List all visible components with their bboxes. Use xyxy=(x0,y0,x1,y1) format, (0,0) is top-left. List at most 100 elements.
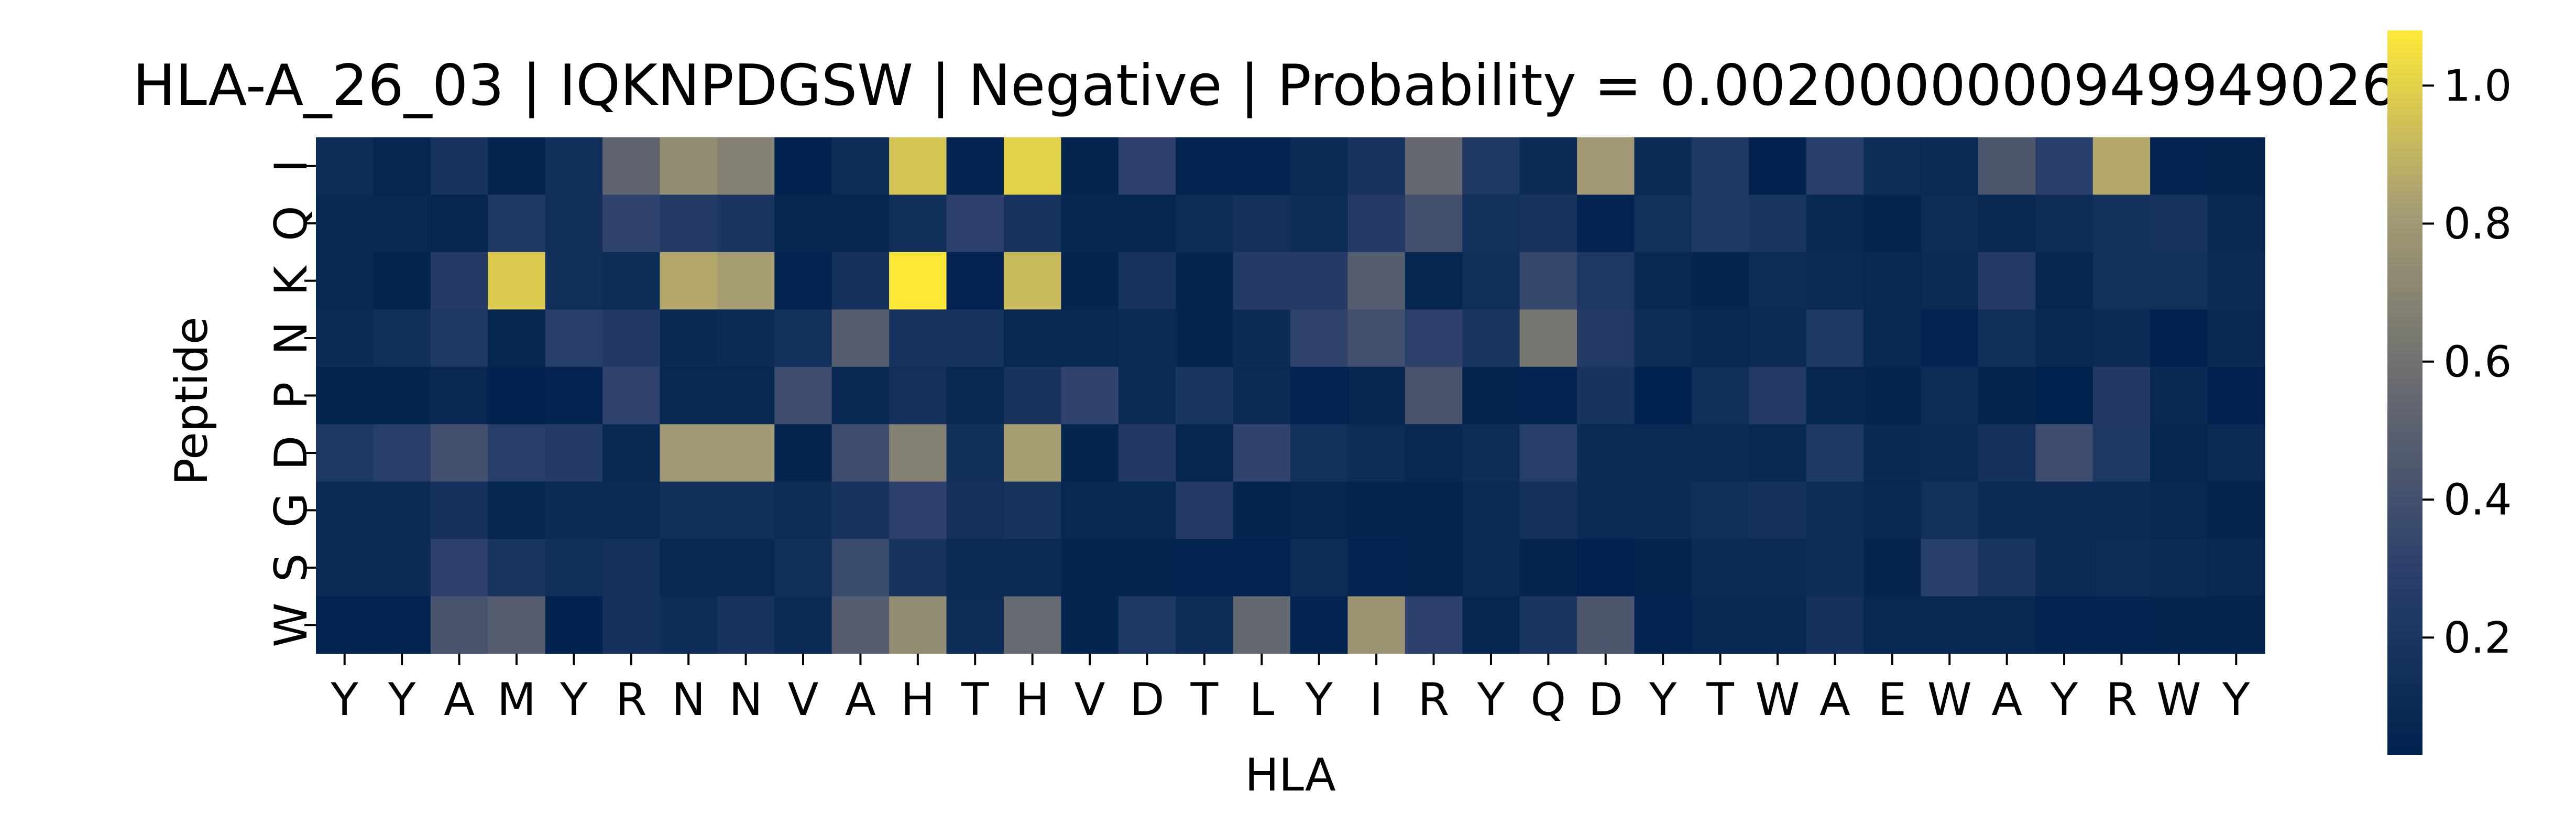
heatmap-cell xyxy=(2092,539,2151,597)
heatmap-cell xyxy=(1176,539,1234,597)
heatmap-cell xyxy=(1118,596,1176,654)
x-tick-label: H xyxy=(901,674,935,726)
heatmap-cell xyxy=(2035,137,2093,196)
x-tick-label: N xyxy=(672,674,705,726)
heatmap-cell xyxy=(1978,194,2036,253)
heatmap-cell xyxy=(316,366,374,425)
heatmap-cell xyxy=(774,309,832,367)
heatmap-cell xyxy=(1462,366,1520,425)
heatmap-cell xyxy=(717,539,775,597)
y-tick-label: G xyxy=(265,493,317,528)
heatmap-cell xyxy=(1921,194,1979,253)
heatmap-cell xyxy=(1405,252,1463,310)
heatmap-cell xyxy=(831,252,890,310)
heatmap-cell xyxy=(1806,424,1864,482)
heatmap-cell xyxy=(660,137,718,196)
y-tick-label: K xyxy=(265,265,317,296)
heatmap-cell xyxy=(1634,252,1692,310)
heatmap-cell xyxy=(2092,481,2151,539)
heatmap-cell xyxy=(1691,137,1749,196)
heatmap-cell xyxy=(1290,596,1349,654)
heatmap-cell xyxy=(430,424,488,482)
heatmap-cell xyxy=(660,596,718,654)
y-tick-label: D xyxy=(265,436,317,470)
heatmap-cell xyxy=(1864,194,1922,253)
heatmap-cell xyxy=(2092,309,2151,367)
heatmap-cell xyxy=(774,137,832,196)
heatmap-cell xyxy=(1921,137,1979,196)
heatmap-cell xyxy=(1462,252,1520,310)
heatmap-cell xyxy=(1347,539,1406,597)
heatmap-cell xyxy=(1061,137,1119,196)
heatmap-cell xyxy=(545,481,603,539)
heatmap-cell xyxy=(430,194,488,253)
heatmap-cell xyxy=(1462,194,1520,253)
heatmap-cell xyxy=(1118,137,1176,196)
heatmap-cell xyxy=(1118,366,1176,425)
heatmap-cell xyxy=(717,137,775,196)
heatmap-cell xyxy=(774,424,832,482)
heatmap-cell xyxy=(2150,194,2208,253)
heatmap-cell xyxy=(373,252,431,310)
x-tick-label: L xyxy=(1249,674,1274,726)
heatmap-cell xyxy=(1118,309,1176,367)
x-tick-label: V xyxy=(788,674,819,726)
x-tick-label: A xyxy=(845,674,876,726)
heatmap-cell xyxy=(831,366,890,425)
heatmap-cell xyxy=(1921,539,1979,597)
heatmap-cell xyxy=(1749,194,1807,253)
x-tick-label: Y xyxy=(388,674,416,726)
heatmap-cell xyxy=(430,309,488,367)
heatmap-cell xyxy=(1347,137,1406,196)
heatmap-cell xyxy=(602,539,661,597)
heatmap-cell xyxy=(831,539,890,597)
x-tick-label: T xyxy=(961,674,989,726)
heatmap-cell xyxy=(660,309,718,367)
heatmap-cell xyxy=(1176,137,1234,196)
heatmap-cell xyxy=(1176,424,1234,482)
x-tick-label: H xyxy=(1015,674,1049,726)
heatmap-cell xyxy=(2150,539,2208,597)
heatmap-cell xyxy=(1577,424,1635,482)
x-tick-label: W xyxy=(2156,674,2201,726)
heatmap-cell xyxy=(1749,424,1807,482)
heatmap-cell xyxy=(831,481,890,539)
heatmap-cell xyxy=(1118,481,1176,539)
heatmap-cell xyxy=(2092,137,2151,196)
heatmap-cell xyxy=(2207,194,2265,253)
heatmap-cell xyxy=(1233,366,1291,425)
heatmap-cell xyxy=(1749,309,1807,367)
heatmap-cell xyxy=(1462,309,1520,367)
heatmap-cell xyxy=(430,137,488,196)
heatmap-cell xyxy=(1347,424,1406,482)
heatmap-cell xyxy=(1061,366,1119,425)
heatmap-cell xyxy=(717,194,775,253)
heatmap-cell xyxy=(1176,596,1234,654)
heatmap-cell xyxy=(1577,194,1635,253)
x-tick-label: T xyxy=(1190,674,1219,726)
x-tick-label: R xyxy=(1418,674,1450,726)
heatmap-cell xyxy=(1691,424,1749,482)
heatmap-cell xyxy=(889,596,947,654)
heatmap-cell xyxy=(2207,481,2265,539)
heatmap-cell xyxy=(602,194,661,253)
heatmap-cell xyxy=(1061,424,1119,482)
colorbar: 0.2 0.4 0.6 0.8 1.0 xyxy=(2387,30,2512,755)
heatmap-cell xyxy=(1634,309,1692,367)
heatmap-cell xyxy=(1577,596,1635,654)
heatmap-cell xyxy=(2207,137,2265,196)
heatmap-cell xyxy=(1749,539,1807,597)
heatmap-cell xyxy=(316,194,374,253)
heatmap-cell xyxy=(1233,252,1291,310)
heatmap-cell xyxy=(1405,481,1463,539)
heatmap-cell xyxy=(1749,596,1807,654)
heatmap-cell xyxy=(2035,596,2093,654)
x-tick-label: Y xyxy=(330,674,358,726)
heatmap-cell xyxy=(1061,194,1119,253)
x-axis-label: HLA xyxy=(1245,749,1336,801)
heatmap-cell xyxy=(831,309,890,367)
heatmap-cell xyxy=(1176,366,1234,425)
heatmap-cell xyxy=(1691,309,1749,367)
heatmap-cell xyxy=(488,366,546,425)
